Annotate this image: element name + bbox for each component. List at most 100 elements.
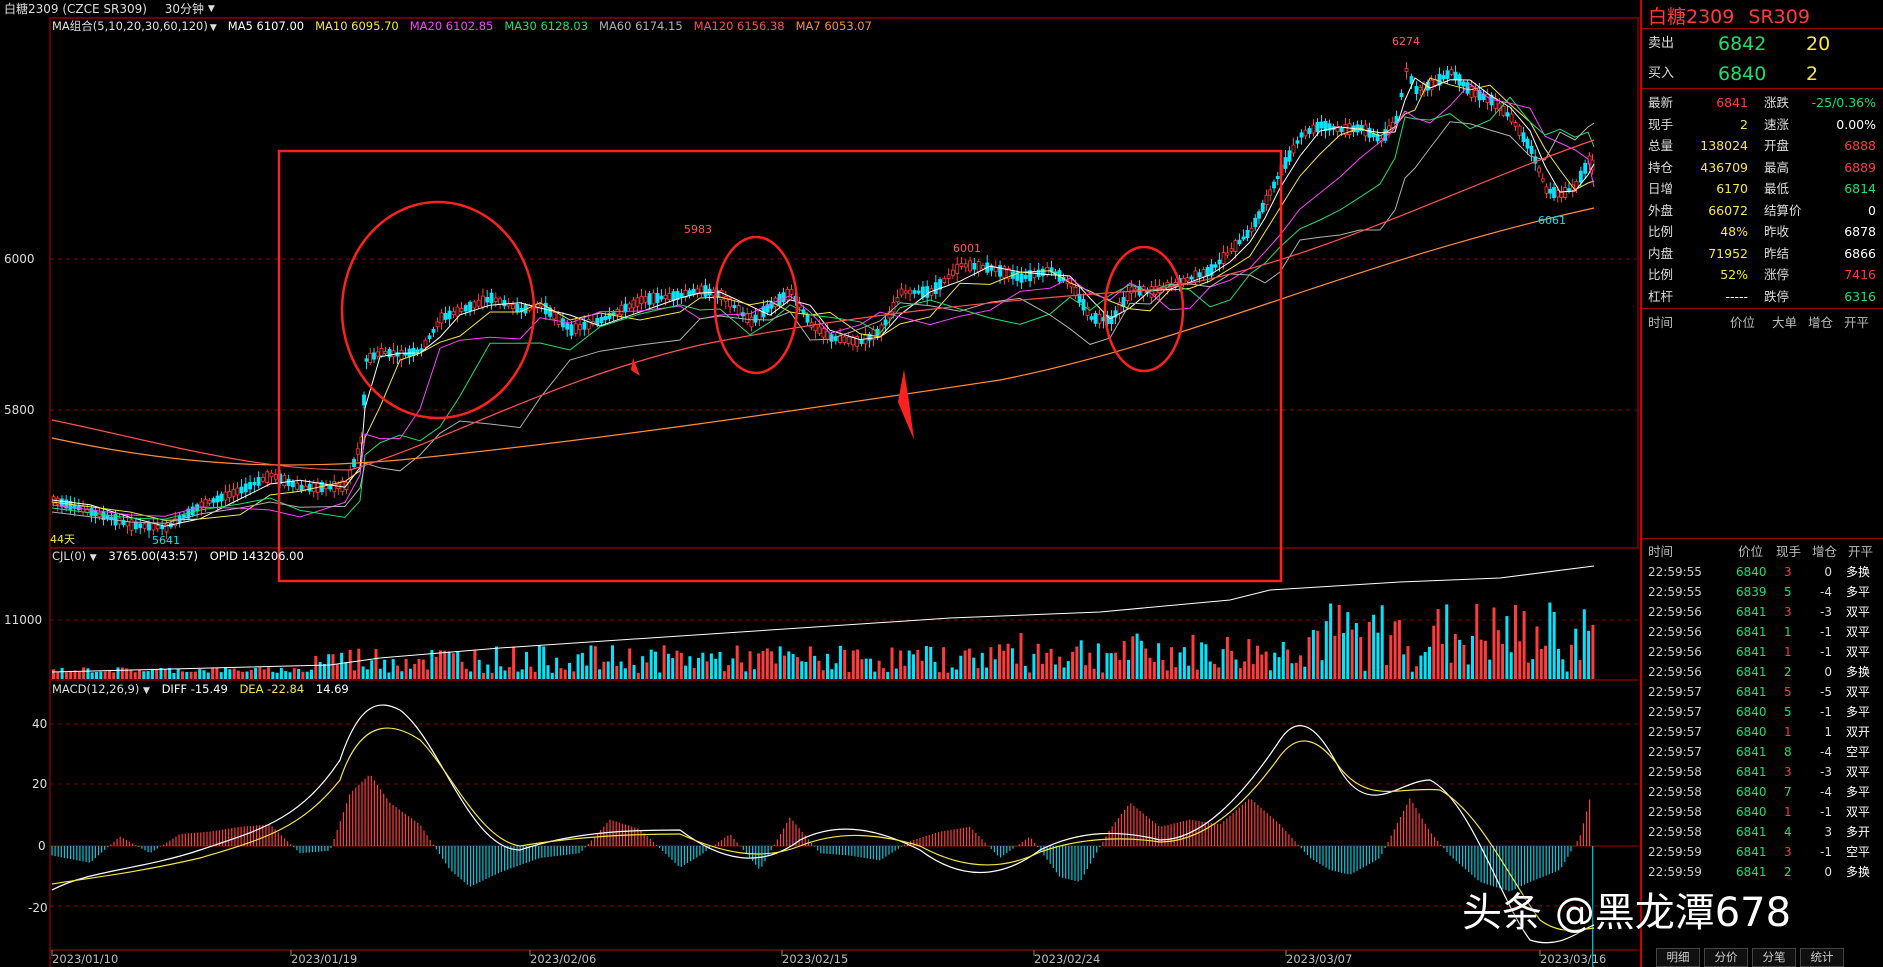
volume-bar [82,667,86,679]
period-selector[interactable]: 30分钟 ▼ [165,0,215,17]
candle [573,323,578,334]
stat-label: 涨停 [1764,267,1790,282]
candle [1311,124,1316,134]
volume-bar [202,670,206,679]
trade-qty: 7 [1784,785,1792,799]
volume-bar [718,651,722,679]
volume-bar [765,648,769,679]
stat-label: 结算价 [1764,202,1802,218]
trade-price: 6841 [1736,625,1767,639]
tab-by-price[interactable]: 分价 [1704,948,1748,967]
candle [1023,274,1028,279]
stat-value: 6316 [1844,288,1876,304]
volume-bar [60,667,64,679]
volume-bar [490,672,494,679]
volume-bar [1251,664,1255,679]
stat-label: 比例 [1648,267,1674,282]
volume-bar [1152,662,1156,679]
candle [1077,293,1082,303]
candle [1260,202,1265,213]
tab-by-tick[interactable]: 分笔 [1752,948,1796,967]
sell-row[interactable]: 卖出 6842 20 [1648,32,1878,56]
volume-bar [245,671,249,679]
buy-row[interactable]: 买入 6840 2 [1648,62,1878,86]
candle [303,485,308,490]
volume-bar [1544,645,1548,679]
candle [375,351,380,357]
volume-bar [1135,633,1139,679]
volume-bar [1256,645,1259,679]
trade-qty: 3 [1784,565,1792,579]
ma-legend-item: MA7 6053.07 [795,19,872,33]
volume-bar [1204,644,1208,679]
volume-bar [1225,636,1229,679]
volume-bar [959,655,963,679]
volume-bar [1268,670,1272,679]
trade-row[interactable]: 22:59:56 6841 3 -3 双平 [1648,602,1880,622]
volume-bar [189,671,193,679]
volume-bar [297,669,301,679]
candle [362,394,366,406]
volume-bar [1372,614,1376,679]
volume-bar [258,667,262,679]
trade-row[interactable]: 22:59:58 6840 7 -4 多平 [1648,782,1880,802]
trade-row[interactable]: 22:59:56 6841 2 0 多换 [1648,662,1880,682]
ticks-header-type: 开平 [1844,315,1870,330]
volume-bar [1101,672,1105,679]
volume-bar [249,669,253,679]
candle [1501,105,1506,116]
kline-chart[interactable] [0,0,1640,967]
volume-bar [1509,652,1513,679]
trade-row[interactable]: 22:59:55 6840 3 0 多换 [1648,562,1880,582]
sell-qty: 20 [1806,33,1831,55]
trade-row[interactable]: 22:59:56 6841 1 -1 双平 [1648,622,1880,642]
volume-bar [576,654,580,679]
trade-qty: 3 [1784,845,1792,859]
volume-bar [1002,650,1006,679]
volume-bar [748,651,752,679]
volume-bar [1213,663,1216,679]
ma-legend-item: MA5 6107.00 [227,19,305,33]
volume-bar [774,663,778,679]
trade-row[interactable]: 22:59:59 6841 2 0 多换 [1648,862,1880,882]
trade-row[interactable]: 22:59:58 6841 3 -3 双平 [1648,762,1880,782]
volume-bar [623,668,627,679]
trades-header-time: 时间 [1648,544,1674,559]
candle [273,474,278,480]
volume-bar [955,669,958,679]
trade-row[interactable]: 22:59:57 6841 8 -4 空平 [1648,742,1880,762]
candle [311,482,316,493]
candle [1249,227,1254,233]
volume-bar [1531,659,1535,679]
volume-bar [1023,665,1027,679]
volume-bar [451,653,455,679]
trade-row[interactable]: 22:59:58 6840 1 -1 双平 [1648,802,1880,822]
volume-bar [357,648,361,679]
date-axis-label: 2023/02/15 [782,952,849,966]
trade-row[interactable]: 22:59:59 6841 3 -1 空平 [1648,842,1880,862]
volume-bar [1535,626,1539,679]
candle [599,316,604,324]
date-axis-label: 2023/01/10 [52,952,119,966]
trade-row[interactable]: 22:59:56 6841 1 -1 双平 [1648,642,1880,662]
trade-price: 6841 [1736,745,1767,759]
tab-stats[interactable]: 统计 [1800,948,1844,967]
trade-row[interactable]: 22:59:57 6841 5 -5 双平 [1648,682,1880,702]
trade-row[interactable]: 22:59:58 6841 4 3 多开 [1648,822,1880,842]
volume-bar [929,646,933,679]
trade-row[interactable]: 22:59:57 6840 1 1 双开 [1648,722,1880,742]
tab-details[interactable]: 明细 [1656,948,1700,967]
volume-bar [228,669,232,679]
candle [1185,277,1190,282]
volume-bar [267,667,270,679]
candle [160,526,165,530]
candle [586,319,591,330]
candle [1529,146,1534,154]
volume-bar [697,657,700,679]
trade-row[interactable]: 22:59:55 6839 5 -4 多平 [1648,582,1880,602]
candle [155,525,160,530]
volume-bar [537,645,541,679]
volume-bar [284,671,288,679]
trades-header-qty: 现手 [1776,544,1802,559]
trade-row[interactable]: 22:59:57 6840 5 -1 多平 [1648,702,1880,722]
